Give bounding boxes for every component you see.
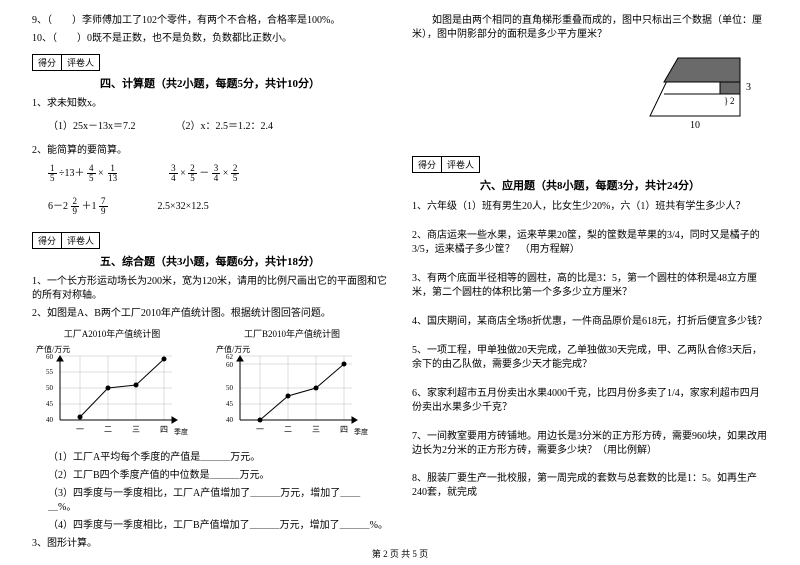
svg-text:60: 60 [46,353,54,361]
svg-text:2: 2 [730,96,735,106]
s4q1a: （1）25x－13x＝7.2 [48,117,136,132]
s5q2-1: （1）工厂A平均每个季度的产值是＿＿＿万元。 [32,451,388,465]
chart-b-svg: 产值/万元 40 45 50 60 [212,342,372,442]
score-label: 得分 [413,157,442,172]
score-box-sec5: 得分 评卷人 [32,232,100,249]
q9: 9、（ ）李师傅加工了102个零件，有两个不合格，合格率是100%。 [32,14,388,28]
s6q6: 6、家家利超市五月份卖出水果4000千克，比四月份多卖了1/4，家家利超市四月份… [412,387,768,415]
section6-title: 六、应用题（共8小题，每题3分，共计24分） [412,177,768,193]
svg-text:60: 60 [226,361,234,369]
s6q2: 2、商店运来一些水果，运来苹果20筐，梨的筐数是苹果的3/4，同时又是橘子的3/… [412,229,768,257]
svg-text:四: 四 [340,425,348,434]
expr2: 34 × 25 － 34 × 25 [169,164,239,183]
score-box-sec4: 得分 评卷人 [32,54,100,71]
svg-text:产值/万元: 产值/万元 [36,344,70,354]
q10: 10、（ ）0既不是正数，也不是负数，负数都比正数小。 [32,32,388,46]
svg-text:3: 3 [746,82,751,93]
svg-text:季度: 季度 [354,427,368,436]
s4q1: 1、求未知数x。 [32,97,388,111]
s4q2: 2、能简算的要简算。 [32,144,388,158]
score-label: 得分 [33,233,62,248]
charts: 工厂A2010年产值统计图 产值/万元 [32,327,388,445]
svg-text:季度: 季度 [174,427,188,436]
svg-text:四: 四 [160,425,168,434]
svg-text:40: 40 [226,416,234,424]
svg-text:一: 一 [76,425,84,434]
svg-text:45: 45 [226,400,234,408]
svg-text:40: 40 [46,416,54,424]
chart-a: 工厂A2010年产值统计图 产值/万元 [32,327,192,445]
svg-text:二: 二 [284,425,292,434]
svg-text:三: 三 [312,425,320,434]
s5q3: 3、图形计算。 [32,537,388,551]
s6q5: 5、一项工程，甲单独做20天完成，乙单独做30天完成，甲、乙两队合修3天后，余下… [412,344,768,372]
svg-text:一: 一 [256,425,264,434]
trapezoid-figure: 10 3 } 2 [630,46,760,136]
s5q2-4: （4）四季度与一季度相比，工厂B产值增加了＿＿＿万元，增加了＿＿＿%。 [32,519,388,533]
s6q1: 1、六年级（1）班有男生20人，比女生少20%，六（1）班共有学生多少人？ [412,200,768,214]
right-column: 如图是由两个相同的直角梯形重叠而成的，图中只标出三个数据（单位：厘米），图中阴影… [412,12,768,541]
s5q2-2: （2）工厂B四个季度产值的中位数是＿＿＿万元。 [32,469,388,483]
svg-text:55: 55 [46,368,54,376]
grader-label: 评卷人 [62,55,99,70]
s6q4: 4、国庆期间，某商店全场8折优惠，一件商品原价是618元，打折后便宜多少钱？ [412,315,768,329]
s4q2-row1: 15 ÷13＋ 45 × 113 34 × 25 － 34 × 25 [48,164,388,183]
expr4: 2.5×32×12.5 [158,201,209,212]
s6q7: 7、一间教室要用方砖铺地。用边长是3分米的正方形方砖，需要960块，如果改用边长… [412,430,768,458]
s5q2: 2、如图是A、B两个工厂2010年产值统计图。根据统计图回答问题。 [32,307,388,321]
grader-label: 评卷人 [442,157,479,172]
svg-text:二: 二 [104,425,112,434]
s5q1: 1、一个长方形运动场长为200米，宽为120米，请用的比例尺画出它的平面图和它的… [32,275,388,303]
section4-title: 四、计算题（共2小题，每题5分，共计10分） [32,75,388,91]
s4q1b: （2）x：2.5＝1.2：2.4 [176,117,274,132]
chart-b-title: 工厂B2010年产值统计图 [212,327,372,340]
expr3: 6－2 29 ＋1 79 [48,197,108,216]
svg-text:50: 50 [226,384,234,392]
s6q8: 8、服装厂要生产一批校服，第一周完成的套数与总套数的比是1：5。如再生产240套… [412,472,768,500]
grader-label: 评卷人 [62,233,99,248]
svg-text:62: 62 [226,353,234,361]
score-box-sec6: 得分 评卷人 [412,156,480,173]
svg-text:三: 三 [132,425,140,434]
s4q2-row2: 6－2 29 ＋1 79 2.5×32×12.5 [48,197,388,216]
svg-text:45: 45 [46,400,54,408]
left-column: 9、（ ）李师傅加工了102个零件，有两个不合格，合格率是100%。 10、（ … [32,12,388,541]
svg-text:50: 50 [46,384,54,392]
chart-a-svg: 产值/万元 40 45 50 55 [32,342,192,442]
svg-text:}: } [724,96,728,106]
expr1: 15 ÷13＋ 45 × 113 [48,164,119,183]
svg-text:10: 10 [690,120,700,131]
svg-text:产值/万元: 产值/万元 [216,344,250,354]
s6q3: 3、有两个底面半径相等的圆柱，高的比是3：5，第一个圆柱的体积是48立方厘米，第… [412,272,768,300]
chart-a-title: 工厂A2010年产值统计图 [32,327,192,340]
trap-intro: 如图是由两个相同的直角梯形重叠而成的，图中只标出三个数据（单位：厘米），图中阴影… [412,12,768,150]
s4q1-formulas: （1）25x－13x＝7.2 （2）x：2.5＝1.2：2.4 [48,117,388,132]
s5q2-3: （3）四季度与一季度相比，工厂A产值增加了＿＿＿万元，增加了＿＿＿%。 [32,487,388,515]
section5-title: 五、综合题（共3小题，每题6分，共计18分） [32,253,388,269]
chart-b: 工厂B2010年产值统计图 产值/万元 [212,327,372,445]
score-label: 得分 [33,55,62,70]
